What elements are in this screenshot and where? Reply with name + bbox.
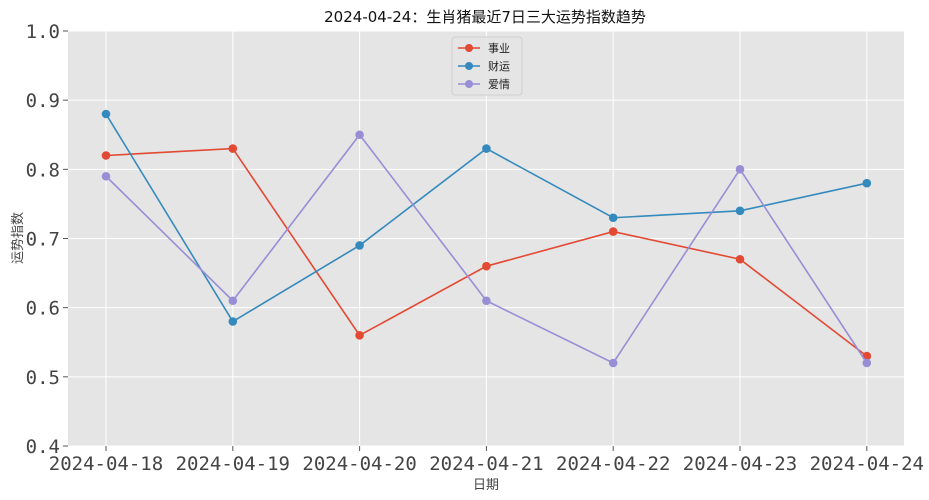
- legend-swatch-marker: [465, 44, 473, 52]
- y-tick-label: 0.9: [26, 90, 60, 112]
- data-point: [862, 351, 872, 361]
- data-point: [482, 261, 491, 271]
- series-layer: [101, 109, 872, 368]
- x-axis-ticks: 2024-04-18 2024-04-19 2024-04-20 2024-04-21…: [49, 446, 924, 475]
- x-tick-label: 2024-04-18: [49, 453, 163, 475]
- data-point: [355, 331, 364, 340]
- data-point: [228, 296, 238, 306]
- x-tick-label: 2024-04-19: [176, 453, 290, 475]
- legend-label: 爱情: [488, 78, 510, 91]
- legend-item: 爱情: [458, 78, 510, 91]
- y-tick-label: 0.5: [26, 367, 60, 389]
- legend-swatch-marker: [465, 80, 473, 88]
- data-point: [482, 296, 491, 306]
- data-point: [101, 171, 111, 181]
- legend-label: 事业: [488, 42, 510, 55]
- y-tick-label: 0.7: [26, 229, 60, 251]
- data-point: [355, 241, 364, 250]
- data-point: [608, 227, 618, 236]
- grid-lines: [68, 30, 904, 447]
- y-axis-ticks: 0.4 0.5 0.6 0.7 0.8 0.9 1.0: [26, 21, 68, 458]
- x-tick-label: 2024-04-22: [556, 453, 670, 475]
- x-tick-label: 2024-04-24: [810, 453, 924, 475]
- data-point: [482, 144, 491, 153]
- series-事业: [101, 144, 872, 361]
- data-point: [862, 178, 872, 188]
- data-point: [228, 317, 238, 326]
- x-tick-label: 2024-04-20: [302, 453, 416, 475]
- data-point: [862, 358, 872, 368]
- data-point: [608, 213, 618, 223]
- y-tick-label: 0.8: [26, 159, 60, 181]
- data-point: [608, 358, 618, 368]
- y-tick-label: 1.0: [26, 21, 60, 43]
- legend-swatch-marker: [465, 62, 473, 70]
- data-point: [735, 165, 745, 174]
- x-axis-label: 日期: [473, 478, 499, 493]
- data-point: [355, 130, 364, 140]
- chart-title: 2024-04-24：生肖猪最近7日三大运势指数趋势: [324, 8, 646, 26]
- data-point: [101, 151, 111, 160]
- legend-item: 事业: [458, 42, 510, 55]
- x-tick-label: 2024-04-23: [683, 453, 797, 475]
- series-财运: [101, 109, 872, 326]
- series-爱情: [101, 130, 872, 368]
- legend-label: 财运: [488, 59, 510, 73]
- data-point: [735, 254, 745, 264]
- data-point: [735, 206, 745, 216]
- y-axis-label: 运势指数: [10, 212, 26, 264]
- y-tick-label: 0.4: [26, 436, 60, 458]
- data-point: [228, 144, 238, 153]
- x-tick-label: 2024-04-21: [429, 453, 543, 475]
- y-tick-label: 0.6: [26, 298, 60, 320]
- data-point: [101, 109, 111, 119]
- legend-item: 财运: [458, 59, 510, 73]
